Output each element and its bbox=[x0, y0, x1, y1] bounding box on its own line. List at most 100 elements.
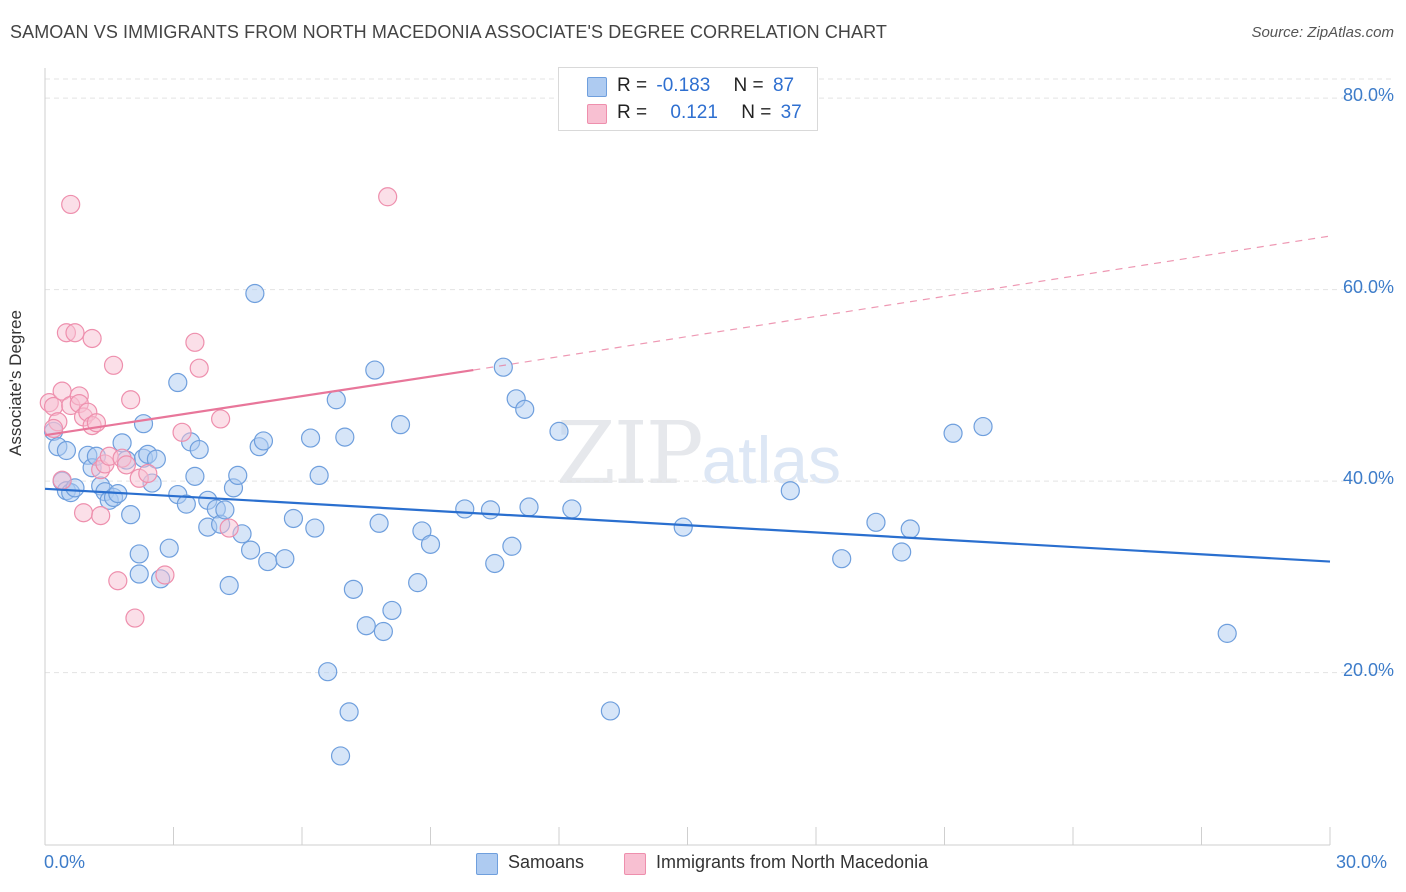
macedonia-point bbox=[52, 470, 72, 490]
samoans-point bbox=[330, 746, 351, 766]
samoans-point bbox=[455, 499, 475, 519]
legend-label: Samoans bbox=[508, 852, 585, 872]
macedonia-point bbox=[82, 328, 102, 349]
samoans-point bbox=[56, 440, 77, 461]
samoans-point bbox=[318, 662, 338, 682]
samoans-point bbox=[515, 399, 535, 419]
r-value: 0.121 bbox=[670, 102, 718, 123]
samoans-point bbox=[493, 357, 513, 377]
samoans-point bbox=[309, 465, 329, 486]
samoans-point bbox=[373, 621, 393, 642]
samoans-point bbox=[943, 423, 963, 443]
samoans-point bbox=[326, 390, 346, 410]
r-label: R = bbox=[617, 75, 648, 96]
r-label: R = bbox=[617, 102, 648, 123]
samoans-point bbox=[502, 536, 522, 556]
samoans-point bbox=[253, 431, 274, 451]
samoans-trend-line bbox=[44, 487, 1331, 563]
chart-title: SAMOAN VS IMMIGRANTS FROM NORTH MACEDONI… bbox=[10, 22, 888, 42]
macedonia-point bbox=[103, 355, 124, 375]
y-tick-label: 60.0% bbox=[1342, 277, 1394, 297]
samoans-point bbox=[245, 283, 265, 304]
watermark-atlas: atlas bbox=[701, 423, 842, 497]
samoans-point bbox=[129, 564, 149, 584]
samoans-point bbox=[189, 439, 209, 460]
samoans-point bbox=[305, 518, 325, 538]
samoans-point bbox=[121, 505, 141, 525]
samoans-point bbox=[673, 517, 693, 537]
samoans-point bbox=[780, 481, 800, 501]
macedonia-legend-swatch bbox=[624, 853, 646, 875]
macedonia-point bbox=[121, 390, 141, 410]
n-label: N = bbox=[741, 102, 772, 123]
samoans-point bbox=[146, 449, 166, 469]
samoans-point bbox=[600, 701, 621, 721]
samoans-point bbox=[832, 549, 852, 569]
legend-row-samoans: R = -0.183 N = 87 bbox=[617, 75, 794, 99]
samoans-point bbox=[283, 508, 304, 529]
macedonia-point bbox=[185, 332, 205, 352]
samoans-point bbox=[176, 494, 196, 514]
macedonia-point bbox=[61, 194, 81, 215]
n-value: 37 bbox=[780, 102, 802, 123]
n-value: 87 bbox=[772, 75, 795, 96]
legend-label: Immigrants from North Macedonia bbox=[656, 852, 929, 872]
samoans-point bbox=[241, 540, 261, 560]
macedonia-point bbox=[189, 358, 209, 378]
macedonia-trend-line bbox=[44, 368, 474, 437]
samoans-point bbox=[168, 372, 188, 393]
macedonia-trend-extension bbox=[473, 235, 1331, 371]
samoans-point bbox=[228, 465, 248, 486]
source-label: Source: ZipAtlas.com bbox=[1251, 24, 1394, 41]
samoans-point bbox=[133, 414, 154, 434]
samoans-point bbox=[159, 538, 179, 558]
samoans-point bbox=[343, 579, 363, 599]
macedonia-point bbox=[65, 323, 85, 343]
macedonia-point bbox=[116, 455, 136, 475]
samoans-point bbox=[892, 542, 912, 562]
samoans-point bbox=[258, 551, 278, 572]
samoans-point bbox=[390, 415, 411, 435]
axes bbox=[44, 68, 1331, 846]
samoans-point bbox=[275, 549, 295, 569]
samoans-point bbox=[549, 421, 569, 441]
y-axis-label: Associate's Degree bbox=[6, 310, 25, 456]
legend-row-macedonia: R = 0.121 N = 37 bbox=[617, 102, 802, 126]
samoans-point bbox=[519, 497, 539, 517]
gridlines bbox=[45, 78, 1392, 674]
samoans-point bbox=[129, 544, 149, 564]
samoans-point bbox=[185, 466, 205, 486]
samoans-legend-swatch bbox=[476, 853, 498, 875]
macedonia-point bbox=[108, 571, 128, 591]
macedonia-point bbox=[219, 518, 239, 538]
macedonia-point bbox=[138, 463, 158, 484]
macedonia-point bbox=[155, 565, 175, 585]
macedonia-points bbox=[39, 187, 398, 628]
samoans-point bbox=[562, 499, 582, 519]
samoans-point bbox=[412, 521, 432, 541]
macedonia-point bbox=[172, 422, 192, 442]
samoans-point bbox=[420, 534, 441, 554]
macedonia-point bbox=[378, 187, 398, 207]
trend-lines bbox=[44, 235, 1331, 563]
samoans-swatch bbox=[587, 77, 607, 97]
x-tick-label: 30.0% bbox=[1336, 852, 1388, 872]
samoans-point bbox=[356, 616, 376, 636]
samoans-point bbox=[973, 416, 993, 437]
samoans-point bbox=[369, 513, 389, 533]
macedonia-swatch bbox=[587, 104, 607, 124]
samoans-point bbox=[300, 428, 321, 448]
samoans-point bbox=[215, 500, 235, 520]
samoans-point bbox=[1217, 623, 1237, 643]
watermark: ZIPatlas bbox=[556, 404, 841, 504]
macedonia-point bbox=[73, 503, 94, 523]
x-tick-label: 0.0% bbox=[44, 852, 86, 872]
samoans-point bbox=[365, 360, 385, 380]
samoans-point bbox=[480, 500, 501, 520]
y-tick-label: 20.0% bbox=[1342, 660, 1394, 680]
r-value: -0.183 bbox=[656, 75, 711, 96]
samoans-point bbox=[339, 702, 359, 722]
macedonia-point bbox=[211, 409, 231, 429]
n-label: N = bbox=[733, 75, 764, 96]
